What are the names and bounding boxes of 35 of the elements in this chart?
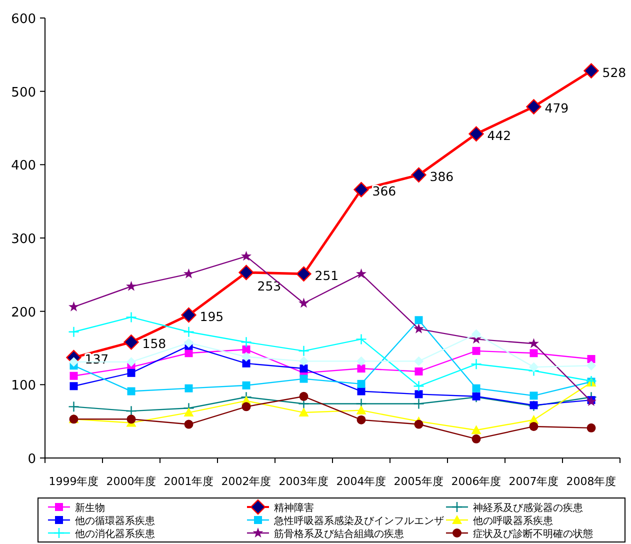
y-tick-label: 200 bbox=[11, 305, 36, 320]
legend-label: 急性呼吸器系感染及びインフルエンザ bbox=[273, 515, 444, 527]
data-label: 386 bbox=[430, 168, 454, 184]
legend-label: 精神障害 bbox=[274, 502, 314, 514]
y-tick-label: 0 bbox=[28, 452, 36, 467]
data-label: 442 bbox=[487, 128, 512, 143]
y-tick-label: 100 bbox=[11, 378, 36, 394]
x-tick-label: 2001年度 bbox=[164, 475, 214, 488]
x-tick-label: 2006年度 bbox=[451, 475, 502, 488]
y-tick-label: 400 bbox=[11, 158, 36, 174]
x-tick-label: 1999年度 bbox=[48, 475, 99, 488]
x-tick-label: 2002年度 bbox=[221, 475, 272, 488]
data-label: 158 bbox=[142, 336, 166, 352]
data-label: 479 bbox=[544, 100, 569, 116]
data-label: 195 bbox=[200, 309, 224, 324]
x-tick-label: 2004年度 bbox=[336, 475, 386, 488]
legend-label: 新生物 bbox=[75, 502, 105, 514]
legend-label: 他の循環器系疾患 bbox=[75, 515, 155, 527]
x-tick-label: 2000年度 bbox=[106, 475, 156, 488]
y-tick-label: 500 bbox=[11, 85, 36, 100]
legend-label: 神経系及び感覚器の疾患 bbox=[473, 502, 583, 514]
legend-label: 症状及び診断不明確の状態 bbox=[473, 528, 593, 540]
y-tick-label: 300 bbox=[11, 232, 36, 247]
data-label: 366 bbox=[372, 184, 396, 199]
legend-label: 他の呼吸器系疾患 bbox=[473, 515, 553, 527]
legend-label: 筋骨格系及び結合組織の疾患 bbox=[274, 528, 404, 540]
data-label: 251 bbox=[314, 268, 339, 283]
x-tick-label: 2008年度 bbox=[566, 475, 616, 488]
legend-label: 他の消化器系疾患 bbox=[75, 528, 155, 540]
x-tick-label: 2005年度 bbox=[394, 475, 444, 488]
x-tick-label: 2003年度 bbox=[278, 475, 329, 488]
data-label: 253 bbox=[257, 278, 282, 294]
x-tick-label: 2007年度 bbox=[508, 475, 559, 488]
data-label: 528 bbox=[602, 64, 626, 80]
y-tick-label: 600 bbox=[11, 12, 36, 27]
